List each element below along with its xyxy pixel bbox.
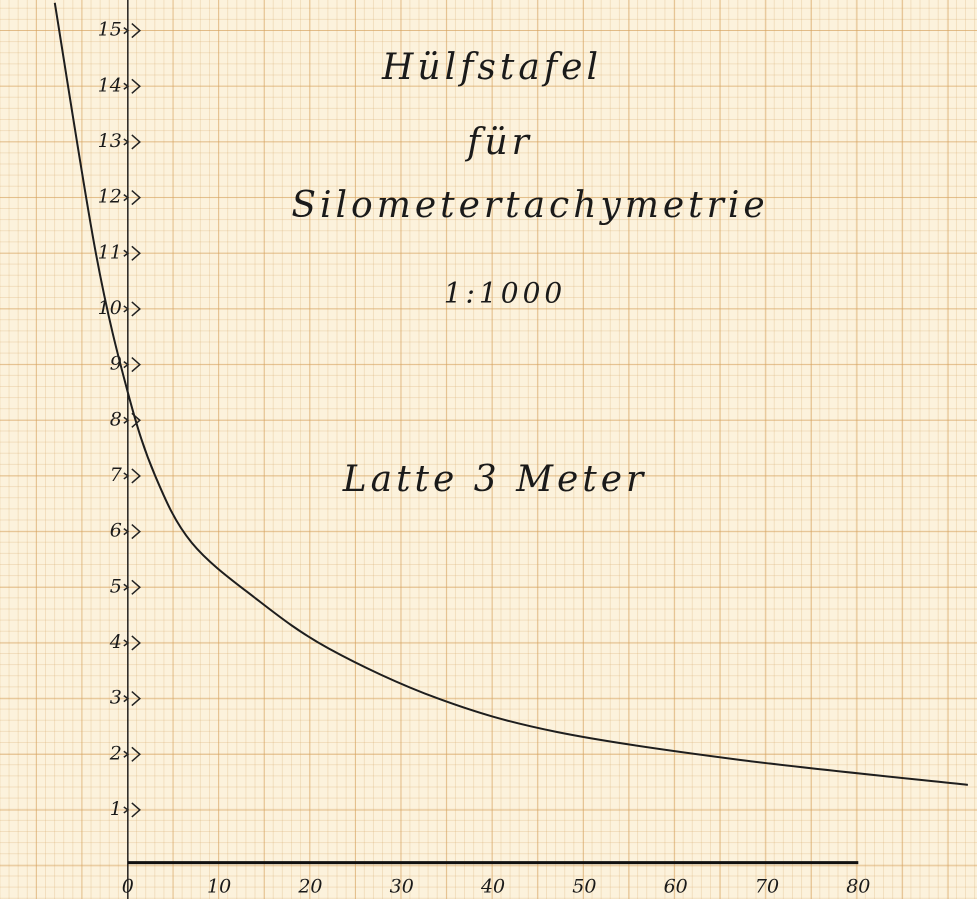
y-tick-mark: [124, 692, 140, 706]
y-tick-label: 12: [98, 186, 122, 208]
y-tick-mark: [124, 636, 140, 650]
y-tick-label: 2: [109, 742, 122, 764]
y-tick-mark: [124, 24, 140, 38]
x-tick-label: 80: [846, 876, 870, 898]
y-tick-label: 13: [98, 130, 122, 152]
y-tick-mark: [124, 747, 140, 761]
y-tick-mark: [124, 525, 140, 539]
y-tick-label: 5: [110, 575, 122, 597]
y-tick-mark: [124, 803, 140, 817]
y-tick-mark: [124, 79, 140, 93]
annotation: 1:1000: [444, 277, 567, 310]
x-tick-label: 10: [207, 876, 231, 898]
chart-title: Hülfstafel: [381, 47, 602, 88]
y-tick-label: 6: [110, 520, 122, 542]
annotation: Silometertachymetrie: [291, 185, 768, 226]
page: Hülfstafel für Silometertachymetrie 1:10…: [0, 0, 977, 899]
y-tick-label: 3: [110, 687, 122, 709]
x-tick-label: 0: [122, 876, 134, 898]
curve: [55, 3, 968, 785]
annotation: für: [464, 122, 533, 163]
y-tick-mark: [124, 358, 140, 372]
y-tick-mark: [124, 191, 140, 205]
annotation: Latte 3 Meter: [342, 459, 648, 500]
x-tick-label: 30: [390, 876, 414, 898]
x-tick-label: 60: [664, 876, 688, 898]
y-tick-mark: [124, 580, 140, 594]
x-tick-label: 70: [755, 876, 779, 898]
y-tick-mark: [124, 469, 140, 483]
y-tick-label: 14: [98, 74, 122, 96]
y-tick-mark: [124, 302, 140, 316]
y-tick-mark: [124, 246, 140, 260]
y-tick-label: 8: [110, 408, 122, 430]
y-tick-mark: [124, 135, 140, 149]
chart: Hülfstafel für Silometertachymetrie 1:10…: [0, 0, 977, 899]
y-tick-label: 7: [110, 464, 123, 486]
y-tick-label: 1: [110, 798, 122, 820]
y-tick-label: 4: [109, 631, 122, 653]
x-tick-label: 20: [297, 876, 322, 898]
y-tick-label: 11: [98, 241, 122, 263]
x-tick-label: 50: [572, 876, 596, 898]
y-tick-label: 15: [98, 19, 122, 41]
y-tick-label: 10: [98, 297, 122, 319]
x-tick-label: 40: [480, 876, 505, 898]
